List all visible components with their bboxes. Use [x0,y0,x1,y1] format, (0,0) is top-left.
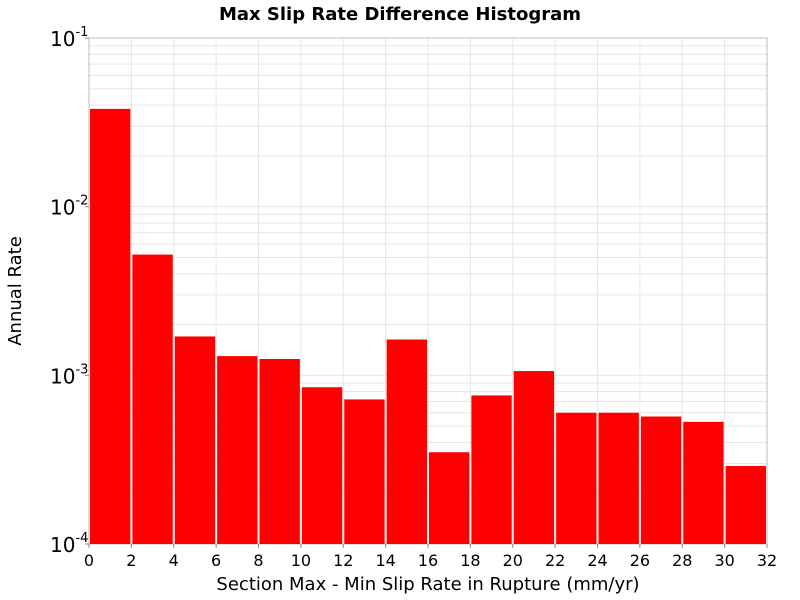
y-tick-label: 10-2 [50,194,88,220]
x-tick-label: 10 [291,551,311,570]
histogram-bar [174,336,216,544]
x-tick-label: 28 [672,551,692,570]
histogram-bar [725,466,766,544]
histogram-bar [344,399,385,544]
histogram-bar [556,412,597,544]
x-tick-label: 22 [545,551,565,570]
histogram-bar [217,356,258,544]
x-tick-label: 12 [333,551,353,570]
histogram-bar [301,387,343,544]
x-tick-label: 2 [126,551,136,570]
bars [90,108,766,545]
histogram-bar [513,371,555,544]
y-axis-label: Annual Rate [5,236,26,346]
x-axis-label: Section Max - Min Slip Rate in Rupture (… [216,574,639,595]
y-tick-label: 10-4 [50,531,88,557]
histogram-bar [132,254,173,544]
y-tick-label: 10-1 [50,25,88,51]
x-tick-label: 4 [169,551,179,570]
histogram-bar [386,339,427,544]
y-axis-ticks: 10-1 10-2 10-3 10-4 [50,25,89,557]
histogram-bar [90,108,131,545]
histogram-bar [640,416,682,544]
x-tick-label: 26 [630,551,650,570]
x-tick-label: 20 [503,551,523,570]
x-tick-label: 24 [587,551,607,570]
histogram-bar [471,395,512,544]
x-tick-label: 16 [418,551,438,570]
x-tick-label: 18 [460,551,480,570]
x-axis-ticks: 0 2 4 6 8 10 12 14 16 18 20 22 24 26 28 30 32 [84,544,777,570]
chart-title: Max Slip Rate Difference Histogram [219,4,581,25]
x-tick-label: 14 [375,551,395,570]
histogram-bar [429,452,470,544]
y-tick-label: 10-3 [50,362,88,388]
x-tick-label: 0 [84,551,94,570]
histogram-bar [259,358,300,544]
x-tick-label: 6 [211,551,221,570]
histogram-bar [683,421,724,544]
x-tick-label: 8 [253,551,263,570]
x-tick-label: 32 [757,551,777,570]
x-tick-label: 30 [714,551,734,570]
histogram-bar [598,412,639,544]
